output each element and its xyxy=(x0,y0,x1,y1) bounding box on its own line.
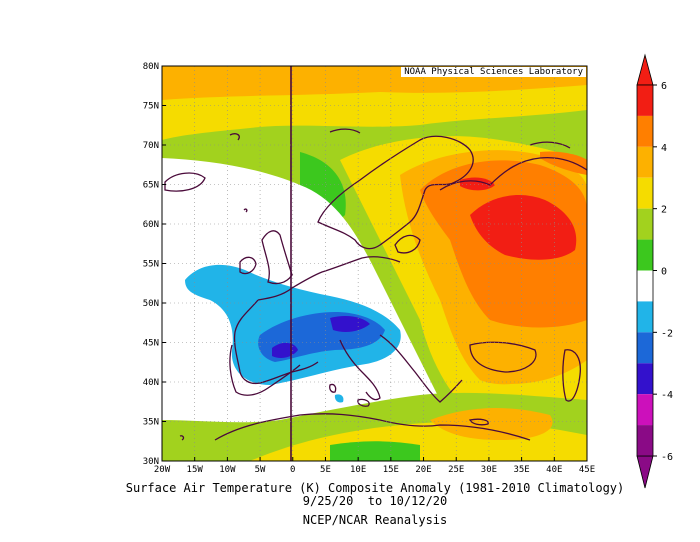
caption-source: NCEP/NCAR Reanalysis xyxy=(302,513,448,527)
lon-tick-label: 15E xyxy=(383,465,399,475)
caption-dates: 9/25/20 to 10/12/20 xyxy=(302,494,448,508)
lon-tick-label: 40E xyxy=(546,465,562,475)
lat-tick-label: 55N xyxy=(143,260,159,270)
lon-tick-label: 30E xyxy=(481,465,497,475)
lat-tick-label: 45N xyxy=(143,339,159,349)
lon-tick-label: 10E xyxy=(350,465,366,475)
colorbar-tick-label: -2 xyxy=(661,328,673,339)
lat-tick-label: 30N xyxy=(143,457,159,467)
colorbar-segment xyxy=(637,425,653,456)
anomaly-field xyxy=(162,66,587,461)
lat-tick-label: 70N xyxy=(143,141,159,151)
colorbar-segment xyxy=(637,85,653,116)
colorbar-segment xyxy=(637,146,653,178)
colorbar-tick-label: 0 xyxy=(661,267,667,278)
lat-tick-label: 50N xyxy=(143,299,159,309)
colorbar-top-arrow xyxy=(636,53,654,86)
colorbar-tick-label: 6 xyxy=(661,81,667,92)
colorbar-segment xyxy=(637,115,653,147)
lat-tick-label: 75N xyxy=(143,102,159,112)
colorbar-tick-label: -6 xyxy=(661,452,673,463)
colorbar-segment xyxy=(637,208,653,240)
lon-tick-label: 0 xyxy=(290,465,295,475)
colorbar-segment xyxy=(637,239,653,271)
caption-title: Surface Air Temperature (K) Composite An… xyxy=(125,481,625,495)
lon-tick-label: 20E xyxy=(415,465,431,475)
lon-tick-label: 35E xyxy=(513,465,529,475)
lon-tick-label: 20W xyxy=(154,465,171,475)
colorbar-tick-label: 4 xyxy=(661,143,667,154)
lat-tick-label: 80N xyxy=(143,62,159,72)
colorbar-segment xyxy=(637,394,653,426)
credit-label: NOAA Physical Sciences Laboratory xyxy=(401,67,586,77)
lat-tick-label: 65N xyxy=(143,181,159,191)
colorbar-segment xyxy=(637,332,653,364)
lon-tick-label: 45E xyxy=(579,465,595,475)
lon-tick-label: 25E xyxy=(448,465,464,475)
graticule xyxy=(162,66,587,461)
lon-tick-label: 15W xyxy=(187,465,204,475)
lat-tick-label: 40N xyxy=(143,378,159,388)
colorbar-segment xyxy=(637,177,653,209)
lon-tick-label: 5W xyxy=(255,465,266,475)
colorbar-segment xyxy=(637,363,653,395)
colorbar-segment xyxy=(637,270,653,302)
colorbar: 6 4 2 0 -2 -4 -6 xyxy=(636,53,673,489)
lon-tick-label: 10W xyxy=(219,465,236,475)
colorbar-tick-label: 2 xyxy=(661,205,667,216)
colorbar-tick-label: -4 xyxy=(661,390,673,401)
lon-tick-label: 5E xyxy=(320,465,331,475)
lat-tick-label: 35N xyxy=(143,418,159,428)
colorbar-segment xyxy=(637,301,653,333)
lat-tick-label: 60N xyxy=(143,220,159,230)
coastlines xyxy=(164,128,587,441)
